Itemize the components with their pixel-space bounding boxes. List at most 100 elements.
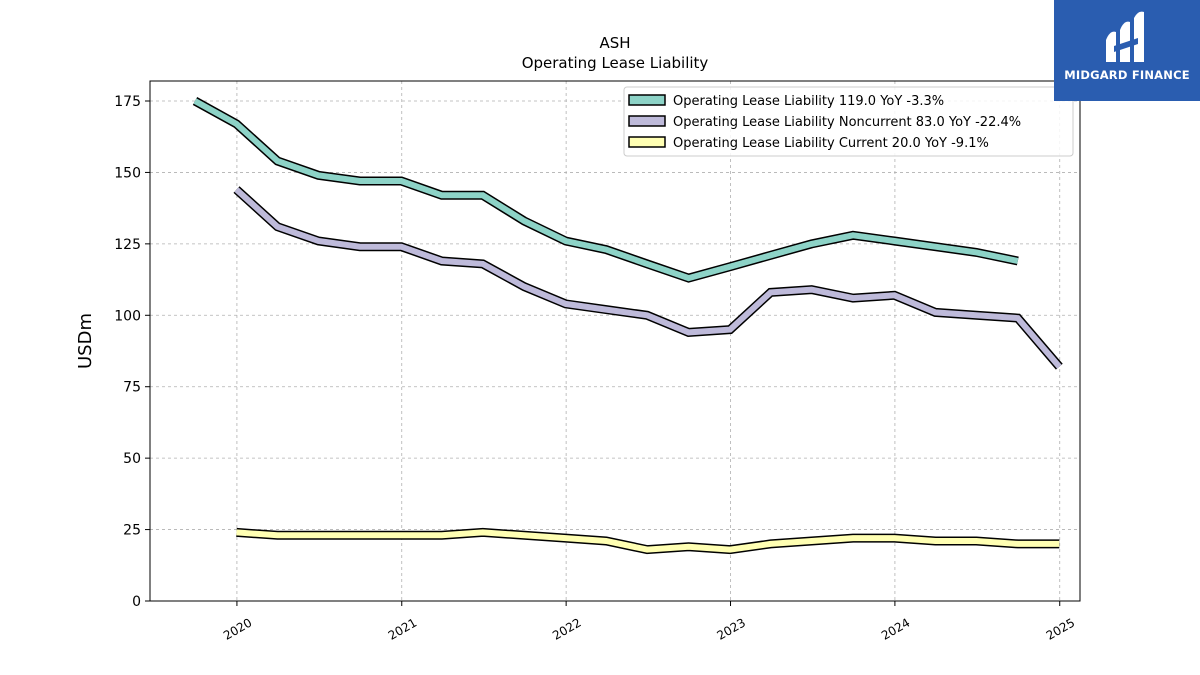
y-tick-label: 25 [123,523,141,539]
data-point [441,195,442,196]
data-point [524,535,525,536]
data-point [401,246,402,247]
data-point [894,295,895,296]
series-line [236,529,1060,553]
data-point [318,535,319,536]
data-point [1017,261,1018,262]
data-point [647,263,648,264]
y-axis-label: USDm [75,313,96,369]
series-line [234,187,1062,369]
data-point [688,332,689,333]
midgard-finance-logo: MIDGARD FINANCE [1054,0,1200,101]
y-tick-label: 100 [114,308,141,324]
data-point [811,541,812,542]
data-point [359,535,360,536]
data-point [401,181,402,182]
data-point [688,546,689,547]
data-point [441,261,442,262]
x-tick-label: 2022 [550,615,583,642]
data-point [730,329,731,330]
data-point [1017,543,1018,544]
series-outline [233,186,1063,370]
series-line [193,98,1019,282]
data-point [1059,366,1060,367]
data-point [277,161,278,162]
x-tick-label: 2025 [1044,615,1077,642]
data-point [236,189,237,190]
data-point [606,309,607,310]
data-point [441,535,442,536]
logo-mark-icon [1106,11,1144,63]
chart-subtitle: Operating Lease Liability [522,54,709,72]
data-point [976,541,977,542]
data-point [401,535,402,536]
data-point [606,541,607,542]
data-point [318,175,319,176]
data-point [359,246,360,247]
y-tick-label: 150 [114,165,141,181]
legend-swatch [628,115,666,127]
x-tick-label: 2024 [879,615,912,642]
legend-label: Operating Lease Liability 119.0 YoY -3.3… [673,94,944,109]
data-point [688,278,689,279]
data-point [195,101,196,102]
data-point [894,538,895,539]
data-point [236,532,237,533]
data-point [770,292,771,293]
data-point [730,266,731,267]
data-point [524,221,525,222]
data-point [236,123,237,124]
data-point [1059,543,1060,544]
data-point [359,181,360,182]
y-tick-label: 0 [132,594,141,610]
data-point [853,235,854,236]
grid-lines [150,81,1080,602]
data-point [524,286,525,287]
data-point [811,243,812,244]
plot-frame [149,80,1081,602]
data-point [482,263,483,264]
logo-text: MIDGARD FINANCE [1064,68,1190,82]
data-point [853,298,854,299]
data-point [935,541,936,542]
data-point [770,543,771,544]
data-point [565,538,566,539]
data-point [647,549,648,550]
legend-label: Operating Lease Liability Current 20.0 Y… [673,136,989,151]
y-tick-label: 125 [114,237,141,253]
y-tick-label: 175 [114,94,141,110]
chart-title: ASH [599,34,630,52]
data-point [894,241,895,242]
data-point [565,241,566,242]
data-point [811,289,812,290]
data-point [482,195,483,196]
data-point [976,252,977,253]
data-point [730,549,731,550]
x-tick-label: 2021 [386,615,419,642]
data-point [853,538,854,539]
y-tick-label: 75 [123,380,141,396]
data-point [770,255,771,256]
x-tick-label: 2023 [715,615,748,642]
legend-box [623,86,1074,157]
data-point [1017,318,1018,319]
data-point [606,249,607,250]
legend-swatch [628,136,666,148]
series-layer [192,97,1063,555]
y-tick-label: 50 [123,451,141,467]
x-tick-label: 2020 [221,615,254,642]
data-point [976,315,977,316]
data-point [935,246,936,247]
data-point [318,241,319,242]
data-point [277,535,278,536]
data-point [482,532,483,533]
legend-label: Operating Lease Liability Noncurrent 83.… [673,115,1021,130]
legend-swatch [628,94,666,106]
data-point [935,312,936,313]
data-point [647,315,648,316]
axes: 0 25 50 75 100 125 150 175 2020 2021 2022 2023 2024 2… [114,94,1077,643]
legend: Operating Lease Liability 119.0 YoY -3.3… [623,86,1074,157]
data-point [565,303,566,304]
data-point [277,226,278,227]
